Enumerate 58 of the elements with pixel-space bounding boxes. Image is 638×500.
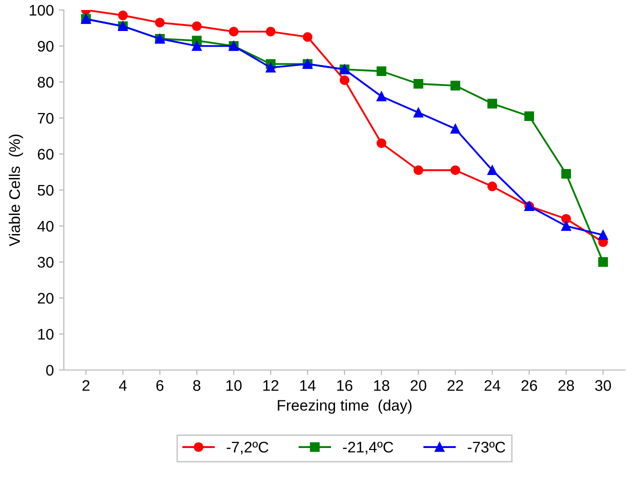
point — [561, 168, 572, 179]
point — [376, 92, 386, 102]
point — [154, 18, 165, 28]
point — [340, 75, 350, 86]
point — [598, 257, 608, 267]
point — [266, 26, 276, 36]
y-tick-label: 20 — [38, 292, 54, 304]
point — [376, 138, 386, 148]
y-tick-label: 60 — [38, 148, 54, 160]
x-tick-label: 28 — [558, 380, 574, 391]
point — [450, 124, 460, 134]
point — [561, 221, 572, 231]
x-tick-label: 18 — [374, 380, 390, 391]
x-tick-label: 8 — [193, 380, 200, 391]
point — [192, 41, 202, 51]
x-tick-label: 10 — [226, 380, 242, 391]
point — [192, 21, 202, 32]
y-tick-label: 90 — [38, 40, 54, 52]
legend-label: -7,2ºC — [226, 442, 268, 454]
x-tick-label: 24 — [484, 380, 500, 391]
y-axis-title: Viable Cells (%) — [8, 134, 24, 246]
legend-label: -21,4ºC — [342, 442, 394, 454]
y-tick-label: 80 — [38, 76, 54, 88]
y-tick-label: 100 — [30, 4, 54, 16]
legend-label: -73ºC — [468, 442, 506, 453]
point — [228, 26, 239, 36]
y-tick-label: 30 — [38, 256, 54, 268]
point — [487, 182, 498, 192]
point — [414, 165, 424, 176]
point — [487, 165, 498, 176]
x-tick-label: 6 — [156, 380, 164, 391]
point — [302, 32, 312, 42]
y-tick-label: 40 — [37, 220, 54, 232]
point — [487, 98, 498, 108]
x-tick-label: 2 — [82, 380, 90, 391]
point — [524, 111, 534, 122]
y-tick-label: 10 — [38, 328, 54, 340]
point — [561, 214, 572, 224]
x-tick-label: 16 — [337, 380, 352, 391]
x-tick-label: 22 — [448, 380, 464, 391]
x-tick-label: 30 — [595, 380, 611, 391]
point — [450, 165, 460, 176]
x-tick-label: 4 — [119, 380, 127, 391]
point — [266, 62, 276, 72]
y-tick-label: 0 — [46, 364, 54, 376]
y-tick-label: 50 — [38, 184, 54, 196]
point — [450, 80, 460, 90]
x-tick-label: 20 — [410, 380, 426, 391]
y-tick-label: 70 — [38, 112, 54, 124]
point — [598, 230, 608, 240]
point — [376, 66, 386, 76]
x-tick-label: 26 — [521, 380, 538, 391]
x-axis-title: Freezing time (day) — [278, 400, 412, 414]
point — [414, 78, 424, 89]
x-tick-label: 14 — [300, 380, 316, 391]
point — [414, 108, 424, 118]
point — [118, 10, 128, 20]
x-tick-label: 12 — [263, 380, 278, 391]
